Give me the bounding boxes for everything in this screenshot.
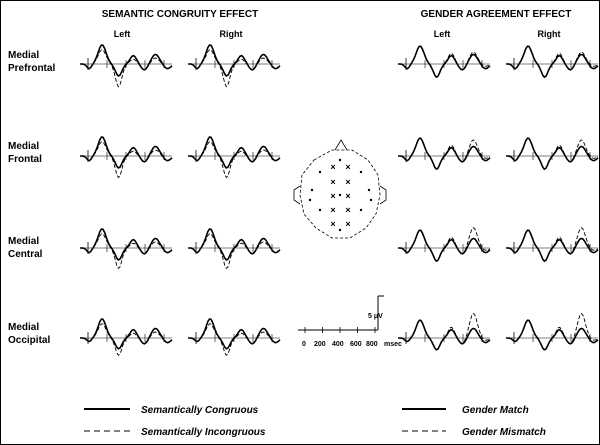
waveform-panel xyxy=(80,228,173,269)
gender-header: GENDER AGREEMENT EFFECT xyxy=(421,9,572,20)
waveform-panel xyxy=(80,318,173,356)
waveform-solid xyxy=(80,318,173,350)
waveform-panels xyxy=(80,44,599,356)
electrode-markers: × × × × × × × × × × xyxy=(308,158,373,232)
time-tick-label: 800 xyxy=(366,341,378,348)
time-unit-label: msec xyxy=(384,341,402,348)
electrode-dot xyxy=(318,208,322,212)
waveform-solid xyxy=(80,228,173,261)
waveform-solid xyxy=(80,136,173,169)
waveform-dashed xyxy=(506,137,599,170)
region-label-line1: Medial xyxy=(8,236,39,247)
electrode-dot xyxy=(359,170,363,174)
legend-label-mismatch: Gender Mismatch xyxy=(462,427,546,438)
scalp-electrode-map: × × × × × × × × × × xyxy=(293,139,387,239)
region-label-line1: Medial xyxy=(8,141,39,152)
waveform-dashed xyxy=(188,49,281,88)
electrode-cross-icon: × xyxy=(345,219,350,229)
waveform-dashed xyxy=(80,323,173,356)
waveform-solid xyxy=(188,228,281,261)
gender-right-header: Right xyxy=(538,29,561,39)
electrode-cross-icon: × xyxy=(345,205,350,215)
nose-icon xyxy=(334,139,348,151)
waveform-solid xyxy=(188,318,281,350)
legend-label-congruous: Semantically Congruous xyxy=(141,405,259,416)
waveform-panel xyxy=(398,312,491,351)
waveform-panel xyxy=(188,136,281,179)
electrode-cross-icon: × xyxy=(330,205,335,215)
time-tick-label: 400 xyxy=(332,341,344,348)
electrode-dot xyxy=(308,198,312,202)
gender-legend: Gender Match Gender Mismatch xyxy=(402,405,546,438)
region-label-line1: Medial xyxy=(8,322,39,333)
waveform-panel xyxy=(506,45,599,79)
time-tick-label: 0 xyxy=(302,341,306,348)
semantic-right-header: Right xyxy=(220,29,243,39)
electrode-dot xyxy=(359,208,363,212)
head-outline xyxy=(299,149,381,239)
region-label-line1: Medial xyxy=(8,50,39,61)
electrode-cross-icon: × xyxy=(330,162,335,172)
electrode-cross-icon: × xyxy=(330,219,335,229)
electrode-cross-icon: × xyxy=(345,177,350,187)
legend-label-match: Gender Match xyxy=(462,405,529,416)
electrode-cross-icon: × xyxy=(330,191,335,201)
electrode-dot xyxy=(338,228,342,232)
waveform-panel xyxy=(506,312,599,351)
amplitude-label: 5 μV xyxy=(368,313,383,320)
waveform-panel xyxy=(188,318,281,356)
waveform-dashed xyxy=(506,312,599,351)
waveform-dashed xyxy=(188,323,281,356)
waveform-dashed xyxy=(80,233,173,269)
waveform-dashed xyxy=(188,233,281,269)
time-tick-label: 600 xyxy=(350,341,362,348)
waveform-dashed xyxy=(506,45,599,78)
electrode-dot xyxy=(338,193,342,197)
region-label-line2: Occipital xyxy=(8,335,50,346)
waveform-solid xyxy=(80,44,173,77)
electrode-dot xyxy=(318,170,322,174)
legend-label-incongruous: Semantically Incongruous xyxy=(141,427,266,438)
region-label-line2: Frontal xyxy=(8,154,42,165)
time-tick-label: 200 xyxy=(314,341,326,348)
electrode-cross-icon: × xyxy=(330,177,335,187)
right-ear-icon xyxy=(379,185,387,205)
semantic-header: SEMANTIC CONGRUITY EFFECT xyxy=(102,9,258,20)
electrode-dot xyxy=(369,198,373,202)
waveform-solid xyxy=(188,44,281,77)
waveform-panel xyxy=(80,44,173,88)
waveform-panel xyxy=(506,227,599,263)
waveform-dashed xyxy=(398,312,491,351)
waveform-solid xyxy=(188,136,281,169)
waveform-dashed xyxy=(398,137,491,170)
waveform-panel xyxy=(506,137,599,171)
waveform-dashed xyxy=(188,141,281,179)
waveform-dashed xyxy=(398,45,491,78)
electrode-cross-icon: × xyxy=(345,191,350,201)
time-ticks xyxy=(304,327,376,333)
scale-bar: 5 μV 0 200 400 600 800 msec xyxy=(298,295,402,348)
waveform-dashed xyxy=(80,49,173,88)
semantic-left-header: Left xyxy=(114,29,131,39)
region-label-line2: Central xyxy=(8,249,43,260)
gender-left-header: Left xyxy=(434,29,451,39)
waveform-dashed xyxy=(506,227,599,262)
region-label-line2: Prefrontal xyxy=(8,63,55,74)
waveform-dashed xyxy=(398,227,491,262)
left-ear-icon xyxy=(293,185,301,205)
waveform-panel xyxy=(398,45,491,79)
waveform-panel xyxy=(80,136,173,179)
waveform-panel xyxy=(188,44,281,88)
waveform-dashed xyxy=(80,141,173,179)
waveform-panel xyxy=(398,227,491,263)
electrode-dot xyxy=(367,188,371,192)
electrode-cross-icon: × xyxy=(345,162,350,172)
waveform-panel xyxy=(188,228,281,269)
electrode-dot xyxy=(310,188,314,192)
waveform-panel xyxy=(398,137,491,171)
electrode-dot xyxy=(338,158,342,162)
semantic-legend: Semantically Congruous Semantically Inco… xyxy=(84,405,266,438)
